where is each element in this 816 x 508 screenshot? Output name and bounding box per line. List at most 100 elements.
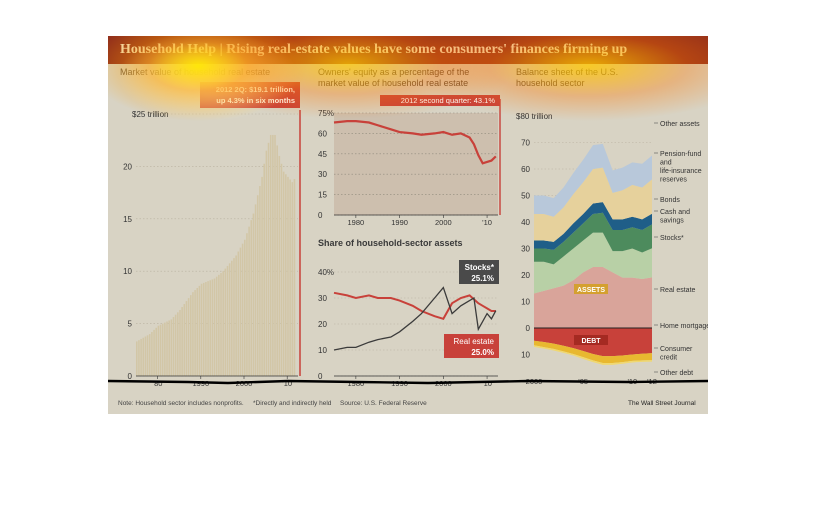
market-value-callout: up 4.3% in six months	[216, 96, 295, 105]
market-value-bar	[181, 307, 183, 376]
market-value-bar	[220, 273, 222, 376]
re-callout-value: 25.0%	[471, 348, 494, 357]
re-callout-label: Real estate	[454, 337, 495, 346]
balance-area-consumer-credit	[534, 340, 652, 363]
market-value-bar	[200, 283, 203, 376]
market-value-bar	[179, 309, 181, 376]
balance-x-tick: '10	[627, 377, 637, 386]
market-value-bar	[274, 134, 276, 376]
market-value-bar	[259, 186, 261, 376]
equity-y-tick: 0	[318, 211, 323, 220]
equity-x-tick: 1990	[391, 218, 408, 227]
market-value-y-tick: 10	[123, 267, 132, 276]
market-value-bar	[211, 279, 214, 376]
market-value-bar	[235, 255, 237, 376]
footer-source: Source: U.S. Federal Reserve	[340, 400, 427, 407]
balance-area-stocks-	[534, 232, 652, 294]
market-value-bar	[161, 323, 164, 376]
equity-x-tick: '10	[482, 218, 492, 227]
share-x-tick: 2000	[435, 379, 452, 388]
equity-y-tick: 15	[318, 191, 327, 200]
balance-area-real-estate	[534, 267, 652, 328]
market-value-bar	[174, 314, 177, 376]
balance-y-tick: 30	[521, 245, 530, 254]
balance-area-cash-and-savings	[534, 212, 652, 265]
footer-credit: The Wall Street Journal	[628, 400, 696, 407]
market-value-bar	[213, 278, 216, 376]
market-value-bar	[261, 176, 263, 376]
re-callout-box	[444, 334, 499, 358]
market-value-bar	[246, 233, 248, 376]
market-value-bar	[231, 260, 233, 376]
share-line-stocks	[333, 286, 497, 351]
market-value-bar	[172, 317, 175, 376]
market-value-bar	[140, 338, 142, 376]
market-value-bar	[250, 220, 253, 376]
market-value-x-tick: 1990	[192, 379, 209, 388]
balance-x-tick: 2000	[526, 377, 543, 386]
assets-tag-box	[574, 284, 608, 294]
market-value-bar	[136, 341, 138, 376]
balance-y-tick: 50	[521, 192, 530, 201]
market-value-x-tick: 2000	[236, 379, 253, 388]
market-value-bar	[215, 276, 218, 376]
market-value-bar	[205, 282, 207, 376]
market-value-bar	[164, 322, 166, 376]
equity-y-tick: 60	[318, 129, 327, 138]
wsj-graphic: Household Help | Rising real-estate valu…	[108, 36, 708, 414]
equity-x-tick: 1980	[348, 218, 365, 227]
market-value-x-tick: '80	[153, 379, 163, 388]
balance-label-other-assets: Other assets	[660, 121, 700, 128]
market-value-y-tick: 20	[123, 162, 132, 171]
market-value-bar	[148, 334, 151, 376]
balance-y-tick: 70	[521, 139, 530, 148]
balance-y-tick: 20	[521, 271, 530, 280]
stocks-callout-label: Stocks*	[465, 263, 495, 272]
market-value-bar	[254, 204, 257, 376]
market-value-bar	[241, 243, 244, 376]
balance-label-consumer: Consumer credit	[660, 346, 693, 362]
balance-area-other-debt	[534, 345, 652, 365]
debt-tag: DEBT	[581, 338, 601, 345]
market-value-bar	[280, 163, 283, 376]
market-value-bar	[226, 265, 229, 376]
footer-note: Note: Household sector includes nonprofi…	[118, 400, 244, 407]
market-value-bar	[198, 285, 201, 376]
equity-callout: 2012 second quarter: 43.1%	[401, 96, 496, 105]
market-value-bar	[263, 163, 265, 376]
market-value-bar	[192, 292, 194, 376]
market-value-bar	[185, 301, 188, 376]
balance-y-tick: 10	[521, 298, 530, 307]
market-value-bar	[202, 282, 205, 376]
equity-y-tick: 75%	[318, 109, 334, 118]
market-value-bar	[166, 321, 168, 376]
balance-y-tick: 10	[521, 351, 530, 360]
market-value-bar	[276, 145, 278, 376]
market-value-bar	[291, 182, 294, 376]
market-value-bar	[282, 171, 285, 376]
balance-label-real-estate: Real estate	[660, 287, 696, 294]
market-value-bar	[187, 298, 190, 376]
market-value-bar	[209, 280, 211, 376]
market-value-bar	[155, 327, 157, 376]
market-value-bar	[293, 178, 296, 376]
share-y-tick: 30	[318, 294, 327, 303]
share-subtitle: Share of household-sector assets	[318, 238, 463, 248]
market-value-bar	[153, 329, 155, 376]
share-y-tick: 10	[318, 346, 327, 355]
balance-label-pension: Pension-fund and life-insurance reserves	[660, 151, 702, 184]
market-value-bar	[239, 247, 242, 376]
market-value-bar	[144, 336, 147, 376]
market-value-callout: 2012 2Q: $19.1 trillion,	[216, 85, 295, 94]
market-value-bar	[207, 281, 209, 376]
market-value-bar	[228, 263, 231, 376]
balance-x-tick: '05	[578, 377, 588, 386]
market-value-bar	[267, 142, 270, 376]
debt-tag-box	[574, 335, 608, 345]
equity-x-tick: 2000	[435, 218, 452, 227]
equity-y-tick: 30	[318, 170, 327, 179]
market-value-bar	[287, 176, 289, 376]
market-value-bar	[146, 335, 149, 376]
balance-area-bonds	[534, 202, 652, 250]
assets-tag: ASSETS	[577, 287, 605, 294]
